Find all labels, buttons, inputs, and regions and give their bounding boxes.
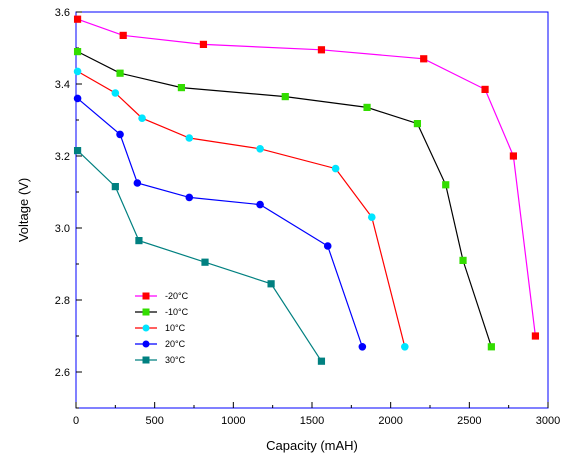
legend-label: -20°C bbox=[165, 291, 189, 301]
x-tick-label: 1000 bbox=[221, 415, 245, 427]
legend-label: -10°C bbox=[165, 307, 189, 317]
data-point bbox=[281, 93, 289, 101]
x-axis: 0 500 1000 1500 2000 2500 3000 bbox=[73, 402, 560, 427]
legend-marker bbox=[142, 356, 150, 364]
data-point bbox=[487, 343, 495, 351]
data-point bbox=[459, 256, 467, 264]
y-tick-label: 3.0 bbox=[55, 223, 70, 235]
data-point bbox=[73, 15, 82, 23]
series-line-0 bbox=[77, 18, 536, 337]
data-point bbox=[331, 164, 340, 173]
data-point bbox=[256, 145, 264, 153]
legend-label: 30°C bbox=[165, 355, 186, 365]
series-markers bbox=[73, 15, 540, 365]
y-tick-label: 2.8 bbox=[55, 295, 70, 307]
legend-marker bbox=[142, 308, 150, 316]
x-tick-label: 500 bbox=[145, 415, 163, 427]
y-axis: 2.6 2.8 3.0 3.2 3.4 3.6 bbox=[55, 7, 82, 409]
data-point bbox=[363, 103, 371, 111]
data-point bbox=[420, 55, 428, 63]
legend-label: 10°C bbox=[165, 323, 186, 333]
data-point bbox=[413, 120, 422, 128]
data-point bbox=[116, 130, 124, 139]
data-point bbox=[111, 89, 120, 97]
data-point bbox=[256, 200, 264, 209]
legend-marker bbox=[142, 292, 150, 300]
x-tick-label: 2500 bbox=[457, 415, 481, 427]
data-point bbox=[317, 357, 326, 365]
data-point bbox=[481, 85, 489, 93]
x-axis-title: Capacity (mAH) bbox=[266, 438, 358, 453]
data-point bbox=[135, 237, 143, 245]
data-point bbox=[317, 46, 326, 54]
y-tick-label: 3.4 bbox=[55, 79, 70, 91]
data-point bbox=[367, 213, 376, 221]
data-point bbox=[199, 40, 208, 48]
y-axis-title: Voltage (V) bbox=[16, 178, 31, 242]
data-point bbox=[323, 242, 332, 250]
legend-marker bbox=[142, 340, 150, 348]
y-tick-label: 2.6 bbox=[55, 367, 70, 379]
data-point bbox=[509, 152, 517, 160]
y-tick-label: 3.6 bbox=[55, 7, 70, 19]
data-point bbox=[185, 134, 194, 142]
data-point bbox=[73, 94, 82, 103]
data-point bbox=[531, 332, 540, 340]
data-point bbox=[73, 48, 82, 56]
legend-marker bbox=[142, 324, 150, 332]
data-point bbox=[185, 193, 194, 202]
data-point bbox=[267, 280, 275, 288]
data-point bbox=[401, 343, 409, 351]
data-point bbox=[119, 31, 127, 39]
x-tick-label: 1500 bbox=[300, 415, 324, 427]
legend-label: 20°C bbox=[165, 339, 186, 349]
legend: -20°C -10°C 10°C 20°C 30°C bbox=[135, 291, 189, 365]
series-line-2 bbox=[77, 70, 406, 347]
data-point bbox=[111, 183, 119, 191]
x-tick-label: 3000 bbox=[536, 415, 560, 427]
data-point bbox=[138, 114, 146, 122]
data-point bbox=[116, 69, 124, 77]
series-line-4 bbox=[77, 150, 322, 362]
y-tick-label: 3.2 bbox=[55, 151, 70, 163]
data-point bbox=[73, 67, 82, 76]
data-point bbox=[133, 179, 142, 187]
x-tick-label: 0 bbox=[73, 415, 79, 427]
data-point bbox=[177, 84, 186, 92]
data-point bbox=[73, 147, 82, 155]
data-point bbox=[201, 258, 209, 266]
x-tick-label: 2000 bbox=[378, 415, 402, 427]
data-point bbox=[358, 343, 367, 351]
plot-frame bbox=[75, 11, 549, 409]
data-point bbox=[442, 181, 450, 189]
